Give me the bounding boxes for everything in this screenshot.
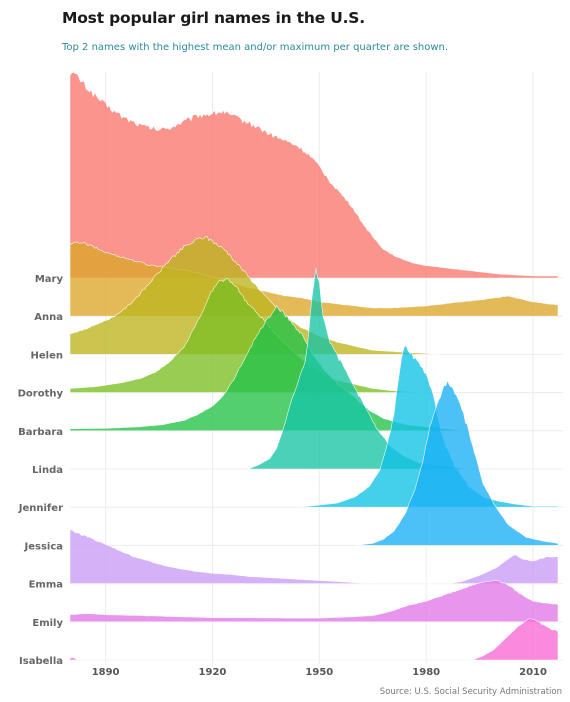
ridge-area-emily — [69, 579, 559, 623]
ridge-layer — [69, 71, 559, 661]
series-label: Anna — [34, 312, 63, 323]
series-label: Helen — [31, 350, 63, 361]
ridge-area-emma — [69, 529, 559, 584]
ridge-area-dorothy — [69, 277, 427, 393]
x-axis: 1890 1920 1950 1980 2010 — [92, 667, 547, 678]
x-tick-label: 1920 — [199, 667, 227, 678]
series-label: Emily — [32, 618, 63, 629]
ridge-area-helen — [69, 235, 441, 355]
x-tick-label: 1890 — [92, 667, 120, 678]
series-label: Dorothy — [18, 389, 64, 400]
chart-title: Most popular girl names in the U.S. — [62, 9, 365, 27]
series-label: Emma — [29, 580, 63, 591]
series-label: Jennifer — [18, 503, 63, 514]
series-label: Mary — [35, 274, 64, 285]
x-tick-label: 1950 — [305, 667, 333, 678]
series-label: Jessica — [23, 541, 63, 552]
ridge-area-jessica — [354, 379, 559, 546]
ridge-area-isabella — [69, 618, 559, 661]
ridge-area-mary — [69, 71, 559, 279]
x-tick-label: 2010 — [519, 667, 547, 678]
ridge-area-jennifer — [297, 345, 559, 508]
label-layer: Mary Anna Helen Dorothy Barbara Linda Jennifer… — [18, 274, 64, 667]
chart-source: Source: U.S. Social Security Administrat… — [379, 687, 562, 697]
series-label: Linda — [32, 465, 63, 476]
series-label: Barbara — [18, 427, 63, 438]
x-tick-label: 1980 — [412, 667, 440, 678]
chart-subtitle: Top 2 names with the highest mean and/or… — [62, 42, 449, 53]
series-label: Isabella — [19, 656, 63, 667]
